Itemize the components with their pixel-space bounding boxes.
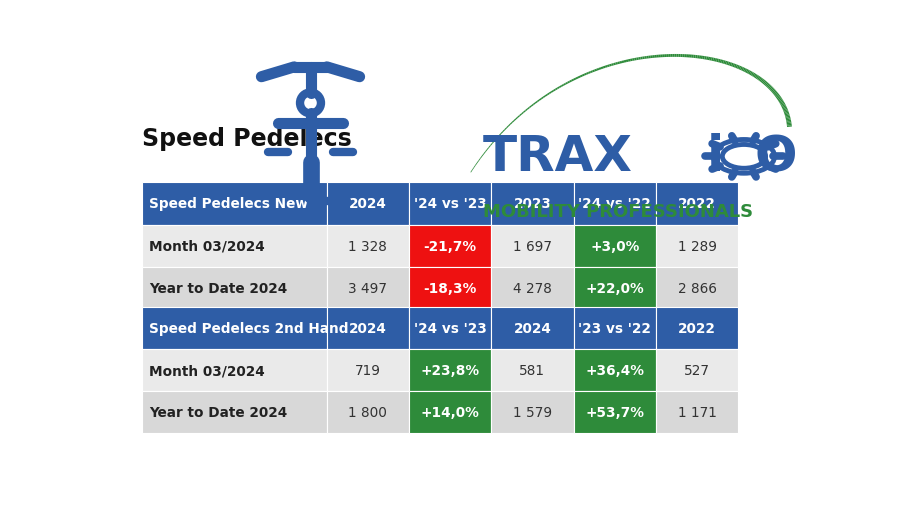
FancyBboxPatch shape [573, 349, 656, 391]
FancyBboxPatch shape [409, 267, 491, 309]
Text: +23,8%: +23,8% [420, 364, 480, 378]
Text: +14,0%: +14,0% [420, 406, 480, 420]
Text: 581: 581 [519, 364, 545, 378]
Text: '24 vs '23: '24 vs '23 [414, 322, 487, 335]
Text: 2023: 2023 [513, 197, 552, 211]
FancyBboxPatch shape [327, 225, 409, 267]
FancyBboxPatch shape [656, 308, 738, 349]
Text: -18,3%: -18,3% [424, 281, 477, 295]
FancyBboxPatch shape [656, 225, 738, 267]
FancyBboxPatch shape [409, 349, 491, 391]
FancyBboxPatch shape [142, 183, 327, 225]
Text: '24 vs '23: '24 vs '23 [414, 197, 487, 211]
FancyBboxPatch shape [327, 183, 409, 225]
FancyBboxPatch shape [656, 349, 738, 391]
FancyBboxPatch shape [656, 267, 738, 309]
FancyBboxPatch shape [573, 267, 656, 309]
FancyBboxPatch shape [409, 391, 491, 433]
FancyBboxPatch shape [327, 308, 409, 349]
FancyBboxPatch shape [491, 267, 573, 309]
Text: +53,7%: +53,7% [585, 406, 644, 420]
Text: Month 03/2024: Month 03/2024 [148, 239, 265, 253]
Text: 3 497: 3 497 [348, 281, 387, 295]
Text: 2 866: 2 866 [678, 281, 716, 295]
Text: 4 278: 4 278 [513, 281, 552, 295]
Text: 2024: 2024 [349, 322, 387, 335]
FancyBboxPatch shape [327, 349, 409, 391]
Text: TRAX: TRAX [483, 133, 633, 181]
Text: Year to Date 2024: Year to Date 2024 [148, 281, 287, 295]
Text: 527: 527 [684, 364, 710, 378]
FancyBboxPatch shape [656, 391, 738, 433]
Text: Speed Pedelecs: Speed Pedelecs [142, 126, 352, 150]
Text: i: i [707, 133, 724, 181]
FancyBboxPatch shape [491, 349, 573, 391]
Text: '24 vs '22: '24 vs '22 [579, 197, 651, 211]
Text: Year to Date 2024: Year to Date 2024 [148, 406, 287, 420]
Text: 2024: 2024 [514, 322, 552, 335]
Text: 719: 719 [355, 364, 381, 378]
Text: Speed Pedelecs 2nd Hand: Speed Pedelecs 2nd Hand [148, 322, 348, 335]
Text: 1 697: 1 697 [513, 239, 552, 253]
FancyBboxPatch shape [409, 308, 491, 349]
FancyBboxPatch shape [409, 183, 491, 225]
Text: 1 328: 1 328 [348, 239, 387, 253]
Text: -21,7%: -21,7% [424, 239, 477, 253]
FancyBboxPatch shape [142, 308, 327, 349]
Text: 2022: 2022 [678, 197, 716, 211]
FancyBboxPatch shape [491, 391, 573, 433]
Text: '23 vs '22: '23 vs '22 [579, 322, 651, 335]
FancyBboxPatch shape [327, 267, 409, 309]
Text: 2022: 2022 [678, 322, 716, 335]
Text: 2024: 2024 [349, 197, 387, 211]
FancyBboxPatch shape [142, 225, 327, 267]
FancyBboxPatch shape [573, 308, 656, 349]
Text: +36,4%: +36,4% [585, 364, 644, 378]
FancyBboxPatch shape [409, 225, 491, 267]
Text: Speed Pedelecs New: Speed Pedelecs New [148, 197, 308, 211]
FancyBboxPatch shape [573, 183, 656, 225]
FancyBboxPatch shape [491, 308, 573, 349]
Text: Month 03/2024: Month 03/2024 [148, 364, 265, 378]
FancyBboxPatch shape [142, 267, 327, 309]
Text: MOBILITY PROFESSIONALS: MOBILITY PROFESSIONALS [483, 203, 753, 221]
FancyBboxPatch shape [656, 183, 738, 225]
Text: 1 171: 1 171 [678, 406, 716, 420]
FancyBboxPatch shape [491, 225, 573, 267]
FancyBboxPatch shape [573, 391, 656, 433]
Text: 1 289: 1 289 [678, 239, 716, 253]
Text: O: O [754, 133, 796, 181]
FancyBboxPatch shape [573, 225, 656, 267]
Text: +3,0%: +3,0% [590, 239, 639, 253]
Text: +22,0%: +22,0% [585, 281, 644, 295]
Text: 1 579: 1 579 [513, 406, 552, 420]
FancyBboxPatch shape [142, 349, 327, 391]
FancyBboxPatch shape [327, 391, 409, 433]
FancyBboxPatch shape [491, 183, 573, 225]
Text: 1 800: 1 800 [348, 406, 387, 420]
FancyBboxPatch shape [142, 391, 327, 433]
